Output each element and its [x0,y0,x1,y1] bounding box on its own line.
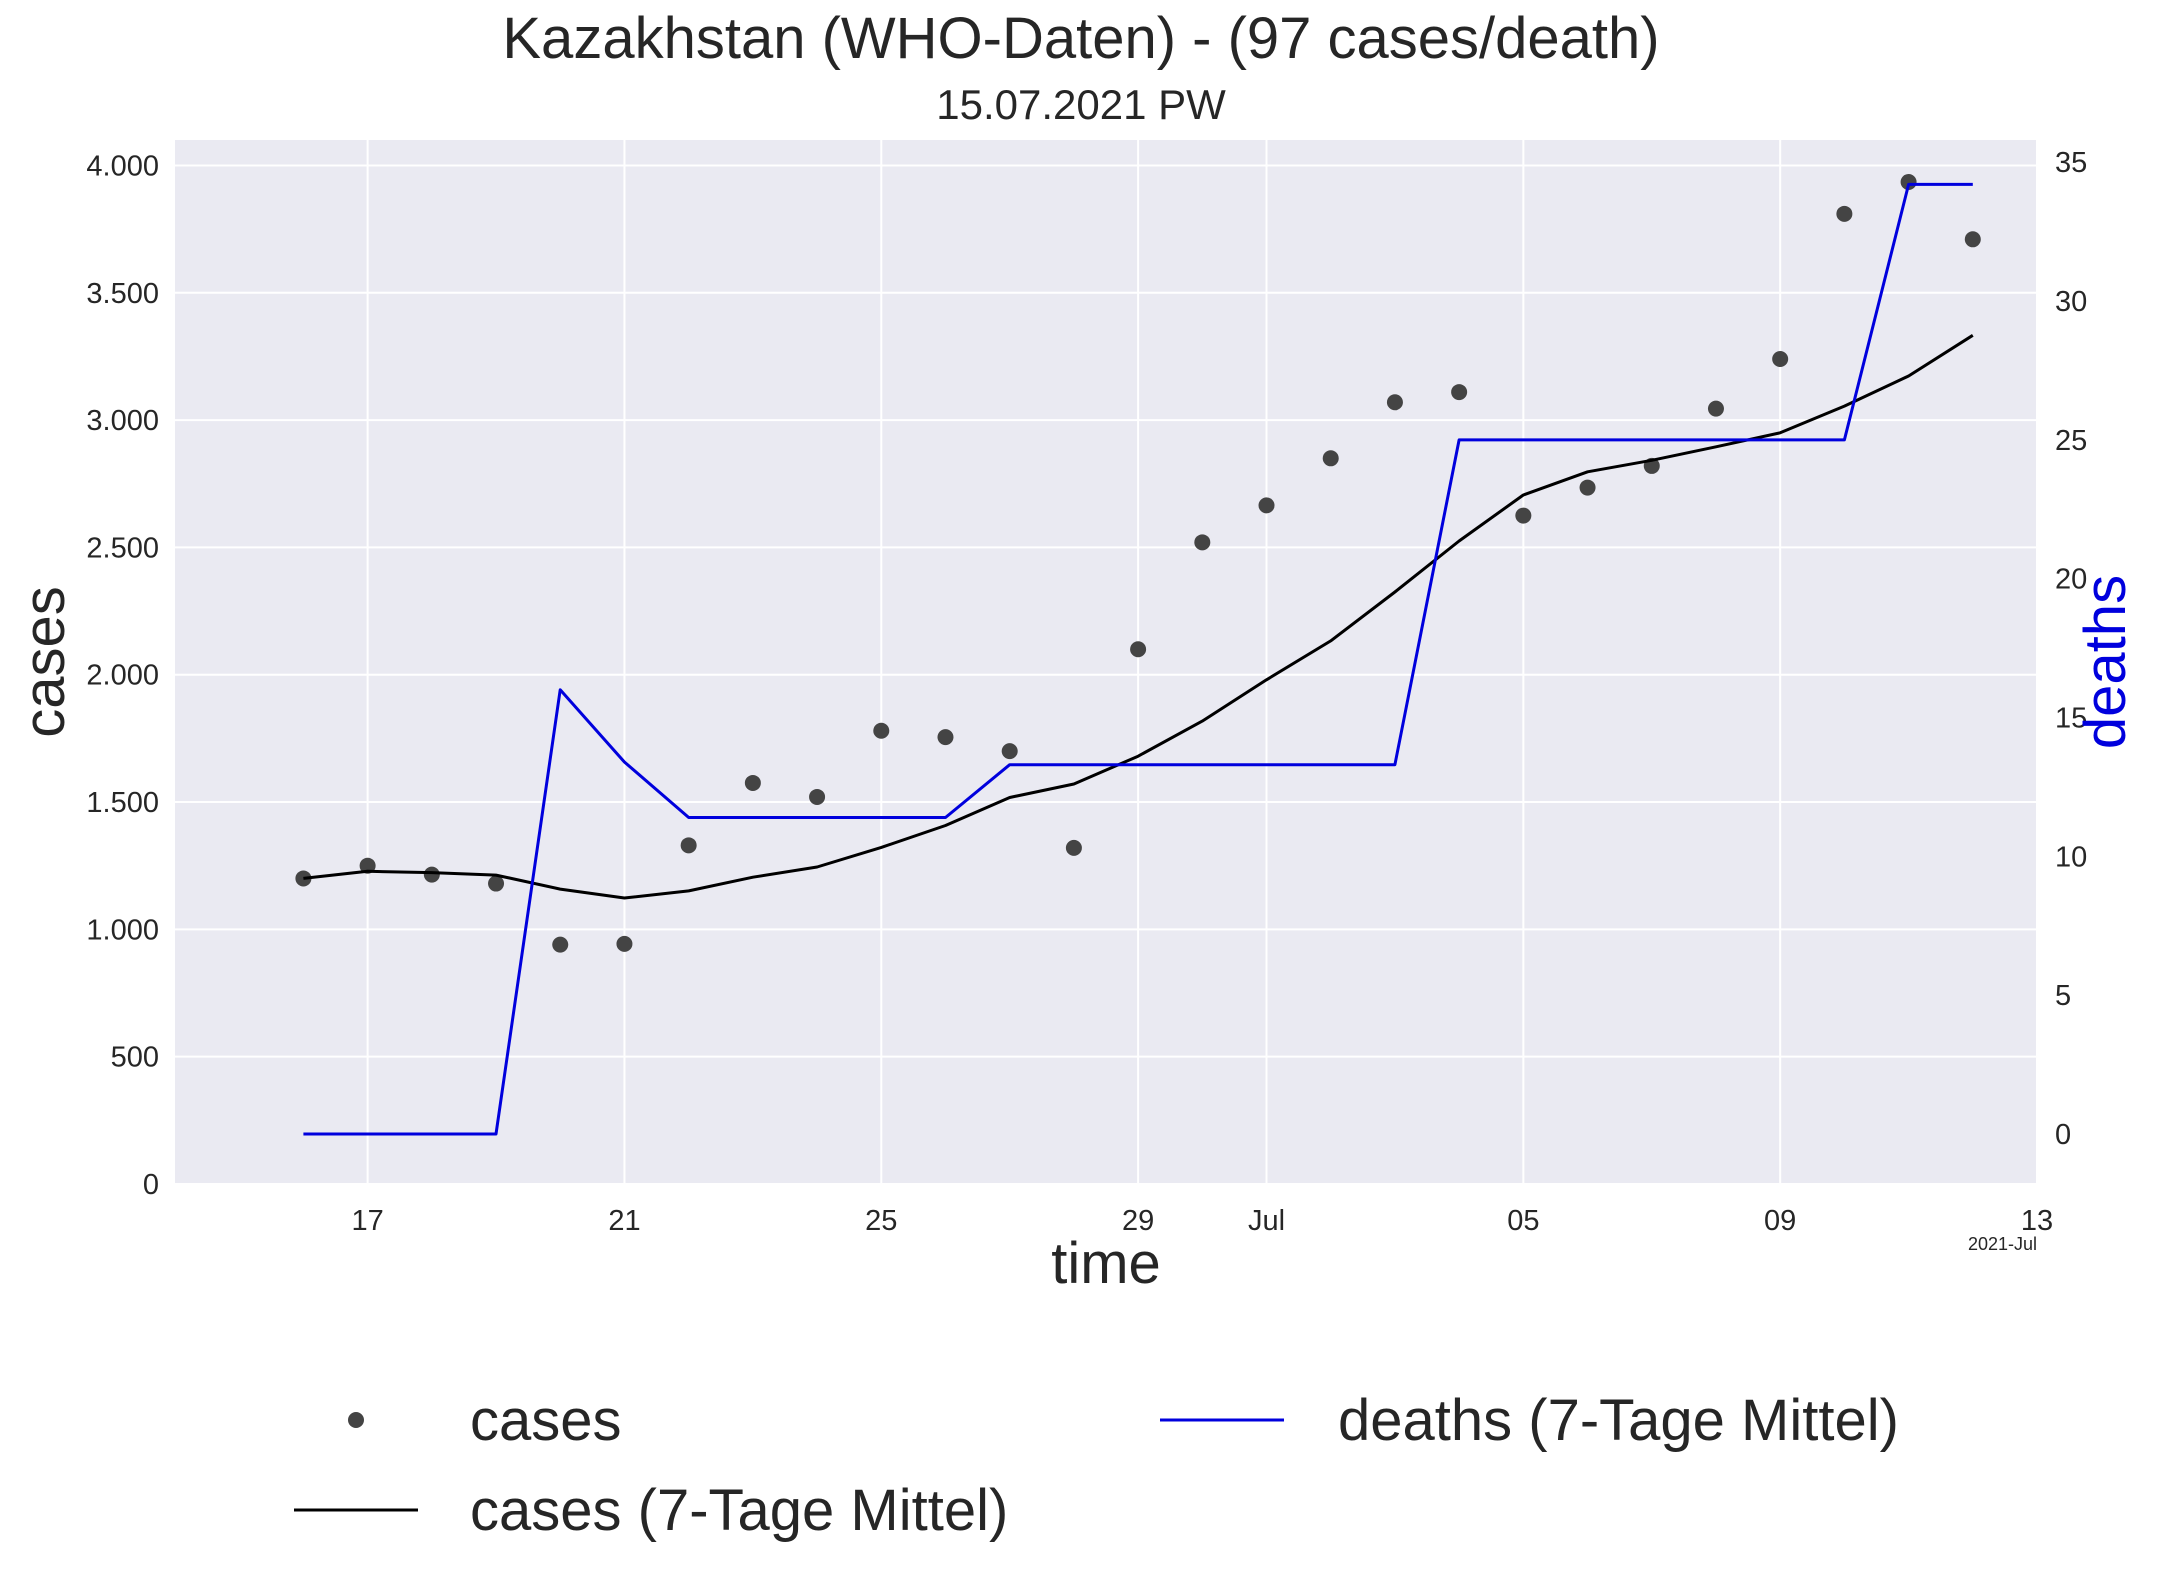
cases-point [552,936,569,953]
y-axis-left-tick-label: 0 [143,1169,159,1201]
cases-point [1772,350,1789,367]
legend-label: cases (7-Tage Mittel) [470,1478,1008,1543]
y-axis-left-ticks: 0 500 1.000 1.500 2.000 2.500 3.000 3.500 4.000 [86,150,159,1201]
y-axis-right-label: deaths [2073,575,2138,749]
cases-point [1386,394,1403,411]
cases-point [1707,400,1724,417]
x-axis-label: time [1051,1231,1161,1296]
y-axis-left-tick-label: 4.000 [86,150,159,182]
cases-point [1258,497,1275,514]
y-axis-left-label: cases [12,586,77,738]
legend: cases cases (7-Tage Mittel) deaths (7-Tage… [294,1388,1899,1543]
x-axis-tick-label: 05 [1507,1205,1539,1237]
deaths-7day-line [303,182,1973,1136]
cases-point [744,774,761,791]
y-axis-right-tick-label: 25 [2055,425,2087,457]
y-axis-left-tick-label: 1.500 [86,787,159,819]
cases-point [1900,174,1917,191]
x-axis-tick-label: Jul [1248,1205,1285,1237]
cases-point [1130,641,1147,658]
y-axis-left-tick-label: 3.500 [86,278,159,310]
plot-area [175,140,2037,1184]
x-axis-tick-label: 29 [1122,1205,1154,1237]
y-axis-right-tick-label: 35 [2055,147,2087,179]
cases-point [1194,534,1211,551]
y-axis-left-tick-label: 2.000 [86,660,159,692]
x-axis-tick-label: 13 [2021,1205,2053,1237]
y-axis-right-ticks: 0 5 10 15 20 25 30 35 [2055,147,2087,1151]
y-axis-right-tick-label: 5 [2055,980,2071,1012]
x-axis-ticks: 17 21 25 29 Jul 05 09 13 [351,1205,2053,1237]
x-axis-tick-label: 09 [1764,1205,1796,1237]
cases-point [1451,384,1468,401]
grid-lines [175,140,2038,1185]
cases-point [1964,231,1981,248]
cases-point [1515,507,1532,524]
cases-point [359,857,376,874]
y-axis-left-tick-label: 1.000 [86,914,159,946]
chart-subtitle: 15.07.2021 PW [936,81,1226,128]
x-axis-offset-label: 2021-Jul [1968,1234,2037,1254]
cases-point [1322,450,1339,467]
cases-point [680,837,697,854]
cases-7day-line [303,334,1974,900]
legend-swatch-marker [348,1412,364,1428]
cases-point [937,729,954,746]
x-axis-tick-label: 17 [351,1205,383,1237]
cases-point [1065,839,1082,856]
cases-point [1836,205,1853,222]
series-layer [295,174,1981,1136]
cases-point [809,788,826,805]
cases-point [423,866,440,883]
legend-label: cases [470,1388,622,1453]
cases-point [616,935,633,952]
y-axis-right-tick-label: 0 [2055,1119,2071,1151]
y-axis-right-tick-label: 15 [2055,703,2087,735]
y-axis-right-tick-label: 30 [2055,286,2087,318]
y-axis-left-tick-label: 3.000 [86,405,159,437]
cases-point [488,875,505,892]
y-axis-right-tick-label: 10 [2055,841,2087,873]
y-axis-right-tick-label: 20 [2055,564,2087,596]
y-axis-left-tick-label: 500 [111,1042,159,1074]
cases-point [873,722,890,739]
x-axis-tick-label: 21 [608,1205,640,1237]
cases-point [1579,479,1596,496]
cases-point [1001,743,1018,760]
x-axis-tick-label: 25 [865,1205,897,1237]
legend-label: deaths (7-Tage Mittel) [1338,1388,1899,1453]
chart-title: Kazakhstan (WHO-Daten) - (97 cases/death… [502,6,1659,71]
y-axis-left-tick-label: 2.500 [86,532,159,564]
